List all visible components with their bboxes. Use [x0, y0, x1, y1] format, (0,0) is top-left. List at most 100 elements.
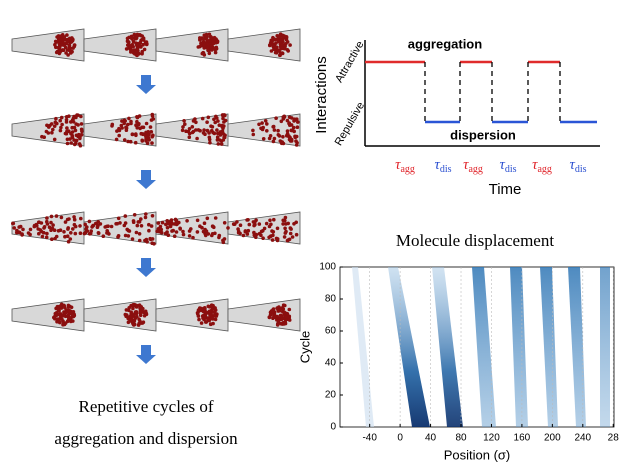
particle — [246, 218, 250, 222]
x-label: Time — [489, 181, 522, 198]
particle — [289, 128, 294, 133]
particle — [198, 128, 202, 133]
particle — [140, 51, 144, 56]
particle — [291, 125, 296, 130]
particle — [213, 314, 217, 318]
particle — [131, 219, 136, 223]
particle — [289, 139, 294, 143]
particle — [150, 141, 154, 145]
time-labels: τagg τdis τagg τdis τagg τdis — [395, 157, 587, 175]
particle — [212, 35, 217, 40]
particle — [284, 35, 289, 39]
particle — [135, 45, 140, 50]
particle — [131, 303, 135, 307]
particle — [284, 37, 289, 42]
particle — [110, 122, 115, 127]
particle — [65, 126, 69, 130]
particle — [126, 234, 131, 238]
particle — [115, 129, 119, 133]
particle — [65, 137, 70, 142]
x-tick-label: 240 — [574, 433, 591, 444]
particle — [209, 44, 213, 49]
particle — [147, 138, 151, 142]
particle — [58, 49, 63, 53]
particle — [235, 220, 239, 224]
particle — [213, 310, 217, 315]
particle — [142, 47, 147, 52]
particle — [216, 142, 221, 146]
caption: Repetitive cycles of — [78, 397, 213, 416]
particle — [132, 213, 137, 217]
particle — [55, 304, 60, 309]
particle — [40, 134, 44, 139]
tau-subscript: dis — [505, 164, 517, 175]
particle — [187, 135, 192, 139]
particle — [199, 41, 204, 45]
particle — [282, 235, 287, 239]
particle — [200, 116, 205, 121]
particle — [202, 221, 207, 225]
particle — [139, 224, 144, 228]
particle — [158, 228, 163, 233]
particle — [54, 214, 59, 218]
particle — [17, 230, 21, 234]
particle — [53, 120, 58, 125]
particle — [207, 51, 212, 56]
particle — [67, 43, 72, 48]
particle — [130, 132, 135, 136]
particle — [41, 230, 46, 235]
particle — [283, 226, 287, 231]
particle — [114, 137, 119, 142]
particle — [282, 115, 287, 119]
particle — [101, 234, 106, 238]
particle — [149, 224, 154, 228]
particle — [163, 231, 168, 236]
particle — [257, 222, 262, 226]
particle — [201, 309, 206, 314]
particle — [143, 215, 148, 220]
particle — [127, 46, 131, 50]
particle — [210, 232, 215, 236]
particle — [126, 122, 130, 127]
simulation-snapshots — [11, 28, 301, 332]
particle — [138, 309, 143, 314]
x-tick-label: 80 — [455, 433, 467, 444]
particle — [288, 43, 292, 47]
particle — [165, 225, 170, 230]
particle — [270, 238, 275, 242]
particle — [45, 123, 49, 128]
particle — [52, 137, 57, 142]
time-label: τdis — [569, 157, 586, 175]
particle — [215, 128, 219, 132]
particle — [283, 46, 287, 51]
particle — [74, 138, 79, 143]
particle — [201, 37, 206, 41]
particle — [87, 219, 92, 224]
particle — [273, 45, 278, 49]
particle — [290, 235, 295, 239]
particle — [269, 222, 273, 227]
particle — [285, 129, 290, 133]
particle — [123, 312, 128, 317]
tau-symbol: τ — [532, 157, 538, 173]
particle — [126, 139, 130, 144]
particle — [275, 226, 280, 231]
particle — [267, 235, 271, 240]
caption: aggregation and dispersion — [54, 429, 238, 448]
particle — [49, 220, 53, 225]
particle — [194, 120, 198, 125]
particle — [61, 322, 65, 327]
particle — [279, 140, 284, 144]
x-tick-label: 28 — [608, 433, 619, 444]
particle — [123, 233, 128, 238]
particle — [51, 223, 55, 227]
particle — [252, 223, 256, 228]
particle — [58, 118, 62, 123]
particle — [254, 218, 258, 222]
particle — [131, 313, 136, 318]
arrow — [136, 258, 156, 277]
particle — [67, 308, 72, 313]
particle — [130, 237, 135, 241]
particle — [281, 303, 286, 308]
